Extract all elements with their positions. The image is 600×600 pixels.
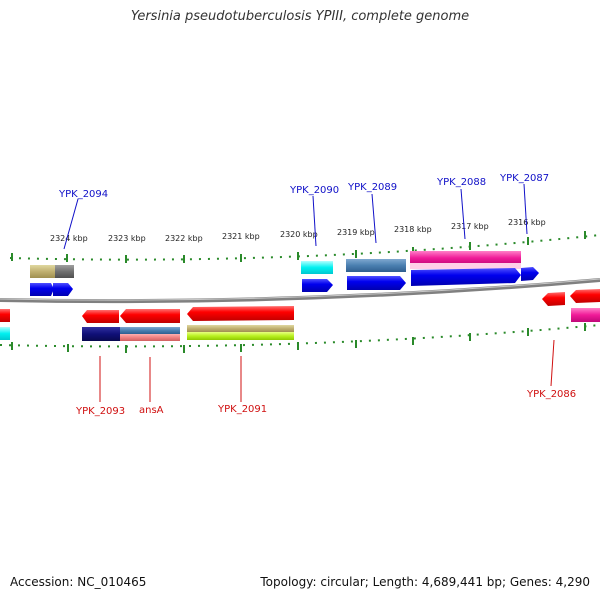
gene-arrow[interactable]: [30, 283, 54, 296]
feature-bar[interactable]: [82, 327, 120, 341]
tick-label: 2321 kbp: [222, 232, 260, 241]
reverse-gene-row: [0, 289, 600, 323]
feature-bar[interactable]: [120, 334, 180, 341]
gene-arrow[interactable]: [302, 279, 333, 292]
gene-arrow[interactable]: [53, 283, 73, 296]
forward-feature-row: [30, 251, 521, 278]
tick-label: 2316 kbp: [508, 218, 546, 227]
gene-arrow[interactable]: [542, 292, 565, 306]
map-title: Yersinia pseudotuberculosis YPIII, compl…: [130, 9, 470, 24]
reverse-feature-row: [0, 308, 600, 341]
feature-bar[interactable]: [187, 332, 294, 340]
forward-gene-row: [30, 267, 539, 296]
gene-label[interactable]: YPK_2090: [289, 185, 339, 196]
genome-backbone: [0, 278, 600, 304]
feature-bar[interactable]: [187, 325, 294, 332]
forward-gene-labels: YPK_2094 YPK_2090 YPK_2089 YPK_2088 YPK_…: [58, 173, 549, 200]
feature-bar[interactable]: [0, 327, 10, 340]
feature-bar[interactable]: [30, 265, 56, 278]
genome-backbone-highlight: [0, 278, 600, 301]
tick-label: 2317 kbp: [451, 222, 489, 231]
gene-arrow[interactable]: [411, 268, 521, 286]
forward-label-leaders: [63, 183, 528, 250]
gene-label[interactable]: YPK_2089: [347, 182, 397, 193]
gene-arrow[interactable]: [347, 276, 406, 290]
gene-arrow[interactable]: [187, 306, 294, 321]
gene-arrow[interactable]: [521, 267, 539, 281]
reverse-gene-labels: YPK_2093 ansA YPK_2091 YPK_2086: [75, 389, 576, 417]
gene-label[interactable]: YPK_2091: [217, 404, 267, 415]
tick-label: 2320 kbp: [280, 230, 318, 239]
feature-bar[interactable]: [55, 265, 74, 278]
gene-arrow[interactable]: [0, 309, 10, 322]
gene-arrow[interactable]: [82, 310, 119, 323]
gene-label[interactable]: YPK_2093: [75, 406, 125, 417]
tick-label: 2322 kbp: [165, 234, 203, 243]
genome-info-text: Topology: circular; Length: 4,689,441 bp…: [260, 575, 590, 589]
tick-label: 2318 kbp: [394, 225, 432, 234]
tick-label: 2323 kbp: [108, 234, 146, 243]
feature-bar[interactable]: [120, 327, 180, 334]
feature-bar[interactable]: [301, 261, 333, 274]
gene-label[interactable]: ansA: [139, 405, 164, 416]
reverse-label-leaders: [99, 339, 555, 402]
gene-label[interactable]: YPK_2094: [58, 189, 108, 200]
top-major-ticks: [11, 231, 586, 263]
top-tick-scale: [9, 234, 600, 261]
bottom-major-ticks: [11, 323, 586, 353]
tick-label: 2324 kbp: [50, 234, 88, 243]
feature-bar[interactable]: [571, 308, 600, 322]
accession-text: Accession: NC_010465: [10, 575, 147, 589]
feature-bar[interactable]: [346, 259, 406, 272]
tick-labels: 2324 kbp 2323 kbp 2322 kbp 2321 kbp 2320…: [50, 218, 546, 243]
gene-label[interactable]: YPK_2087: [499, 173, 549, 184]
feature-bar[interactable]: [410, 263, 521, 269]
gene-label[interactable]: YPK_2086: [526, 389, 576, 400]
gene-arrow[interactable]: [120, 309, 180, 323]
gene-label[interactable]: YPK_2088: [436, 177, 486, 188]
feature-bar[interactable]: [410, 251, 521, 265]
tick-label: 2319 kbp: [337, 228, 375, 237]
gene-arrow[interactable]: [570, 289, 600, 303]
